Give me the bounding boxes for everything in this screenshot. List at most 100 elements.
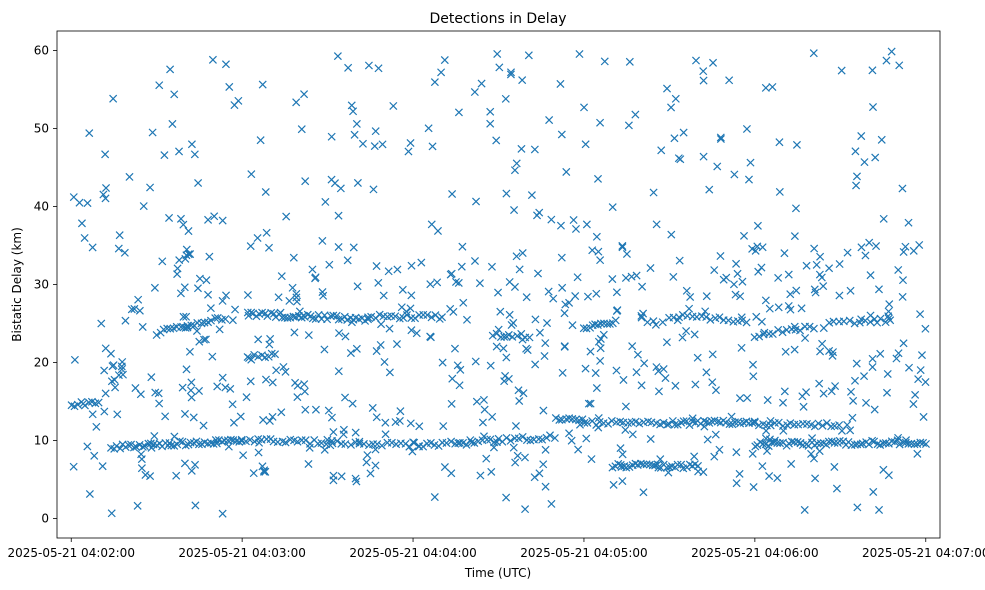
detection-point — [715, 313, 724, 322]
detection-point — [736, 292, 745, 301]
detection-point — [545, 431, 555, 440]
detection-point — [865, 238, 874, 247]
detection-point — [727, 412, 736, 421]
detection-point — [862, 398, 871, 407]
detection-point — [588, 246, 597, 255]
detection-point — [98, 462, 107, 471]
detection-point — [530, 145, 539, 154]
detection-point — [662, 84, 672, 93]
detection-point — [654, 367, 663, 376]
detection-point — [639, 488, 648, 497]
y-tick-label: 50 — [34, 122, 49, 136]
detection-point — [125, 172, 134, 181]
detection-point — [459, 298, 468, 307]
detection-point — [385, 324, 394, 333]
detection-point — [671, 381, 680, 390]
detection-point — [229, 418, 238, 427]
detection-point — [201, 335, 210, 344]
detection-point — [289, 253, 298, 262]
detection-point — [466, 436, 475, 445]
detection-point — [200, 318, 209, 327]
detection-point — [513, 451, 522, 460]
detection-point — [901, 438, 910, 447]
detection-point — [371, 445, 380, 454]
detection-point — [755, 332, 764, 341]
detection-point — [612, 366, 621, 375]
detection-point — [88, 243, 97, 252]
detection-point — [631, 110, 640, 119]
detection-point — [732, 479, 741, 488]
detection-point — [381, 418, 390, 427]
detection-point — [512, 252, 521, 261]
detection-point — [446, 304, 455, 313]
detection-point — [591, 369, 600, 378]
detection-point — [450, 344, 459, 353]
detection-point — [851, 147, 860, 156]
detection-point — [522, 436, 531, 445]
detection-point — [334, 211, 343, 220]
detection-point — [308, 265, 317, 274]
detection-point — [575, 420, 585, 429]
detection-point — [542, 433, 551, 442]
detection-point — [213, 313, 222, 322]
detection-point — [822, 419, 831, 428]
detection-point — [325, 260, 334, 269]
detection-point — [100, 366, 109, 375]
detection-point — [607, 416, 616, 425]
plot-frame — [57, 31, 940, 538]
detection-point — [160, 151, 169, 160]
detection-point — [637, 381, 646, 390]
detection-point — [374, 64, 383, 73]
detection-point — [921, 378, 930, 387]
detection-point — [243, 291, 252, 300]
detection-point — [653, 460, 662, 469]
detection-point — [707, 417, 716, 426]
detection-point — [170, 90, 179, 99]
detection-point — [148, 128, 157, 137]
detection-point — [796, 438, 805, 447]
detection-point — [176, 214, 185, 223]
detection-point — [853, 503, 862, 512]
detection-point — [172, 471, 181, 480]
detection-point — [708, 350, 717, 359]
detection-point — [522, 293, 531, 302]
detection-point — [866, 271, 875, 280]
detection-point — [194, 178, 203, 188]
detection-point — [790, 232, 799, 241]
detection-point — [129, 443, 139, 452]
detection-point — [678, 333, 687, 342]
detection-point — [140, 442, 149, 451]
detection-point — [774, 303, 783, 312]
y-axis-ticks: 0 10 20 30 40 50 60 — [34, 44, 57, 526]
detection-point — [596, 319, 605, 328]
detection-point — [670, 134, 679, 143]
detection-point — [297, 125, 306, 134]
detection-point — [556, 221, 565, 230]
detection-point — [816, 252, 825, 261]
detection-point — [88, 410, 97, 419]
detection-point — [514, 386, 523, 395]
detection-point — [861, 251, 870, 260]
detection-point — [596, 334, 605, 343]
detection-point — [724, 316, 733, 325]
detection-point — [638, 282, 647, 291]
detection-point — [283, 313, 292, 322]
detection-point — [811, 474, 820, 483]
detection-point — [827, 422, 836, 431]
detection-point — [579, 324, 588, 333]
detection-point — [852, 359, 861, 368]
detection-point — [447, 399, 456, 408]
detection-point — [377, 441, 386, 450]
detection-point — [676, 155, 685, 164]
detection-point — [228, 400, 237, 409]
detection-point — [879, 465, 888, 474]
detection-point — [133, 501, 142, 510]
detection-point — [124, 440, 133, 449]
detection-point — [881, 439, 890, 448]
detection-point — [208, 352, 217, 361]
detection-point — [799, 402, 808, 411]
detection-point — [748, 418, 757, 427]
detection-point — [389, 101, 398, 110]
detection-point — [568, 321, 577, 330]
detection-point — [362, 458, 371, 467]
